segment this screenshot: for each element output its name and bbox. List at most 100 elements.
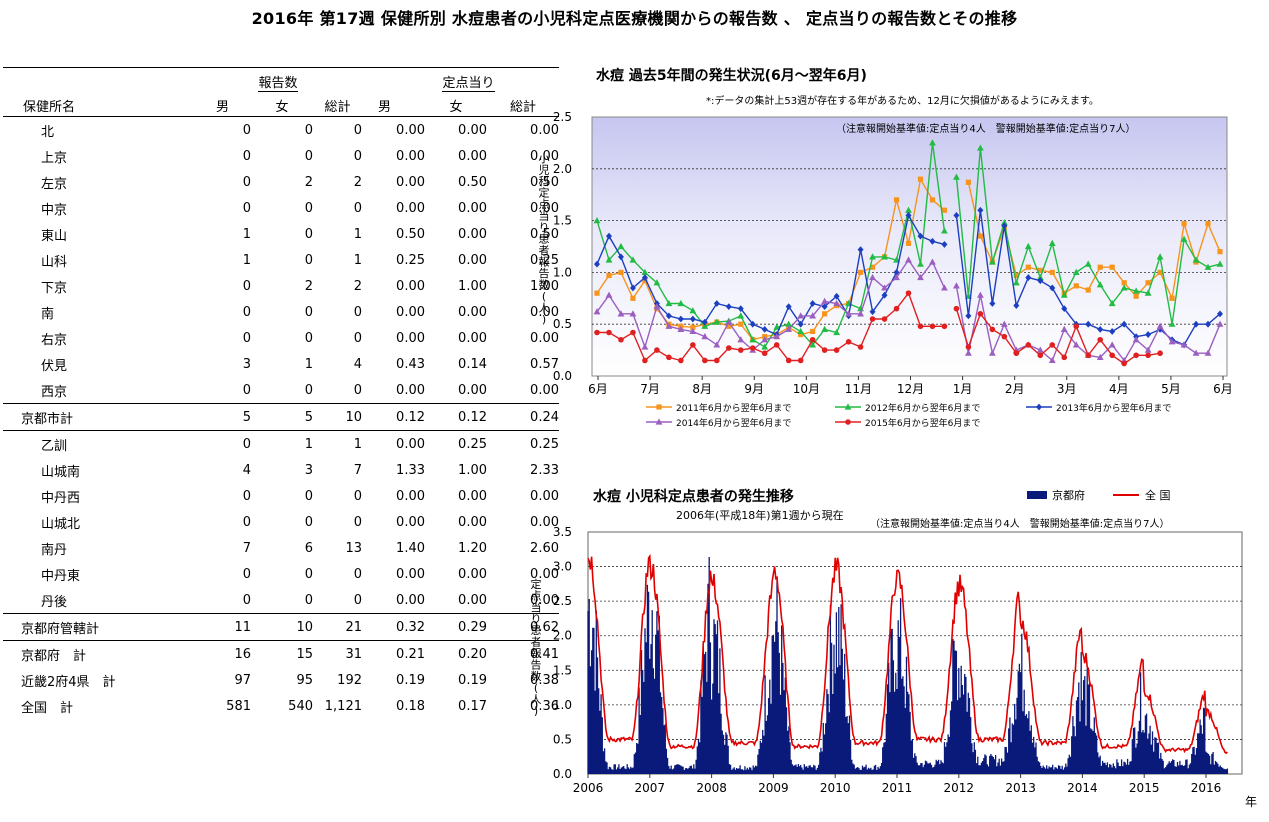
row-name: 山科 <box>41 254 68 270</box>
data-point <box>761 325 768 333</box>
data-point <box>1085 287 1091 293</box>
data-point <box>785 303 792 310</box>
national-line-series <box>587 553 1228 755</box>
data-point <box>833 347 840 353</box>
data-point <box>893 273 900 281</box>
cell-per-site-female: 0.00 <box>458 382 487 398</box>
table-row: 下京 0 2 2 0.00 1.00 1.00 <box>3 273 559 299</box>
data-point <box>1060 325 1068 332</box>
cell-per-site-male: 0.00 <box>396 200 425 216</box>
data-point <box>797 320 804 328</box>
data-point <box>809 312 817 319</box>
data-point <box>737 312 745 319</box>
data-point <box>689 327 697 335</box>
cell-per-site-female: 0.14 <box>458 356 487 372</box>
data-point <box>1169 295 1175 301</box>
x-year-label: 2006 <box>573 781 604 795</box>
cell-per-site-male: 0.00 <box>396 566 425 582</box>
data-point <box>1061 354 1068 361</box>
table-row: 山城北 0 0 0 0.00 0.00 0.00 <box>3 509 559 535</box>
data-point <box>785 325 793 332</box>
row-name: 近畿2府4県 計 <box>21 674 116 690</box>
data-point <box>665 312 672 320</box>
data-point <box>749 345 756 351</box>
row-name: 乙訓 <box>41 438 68 454</box>
cell-per-site-male: 0.00 <box>396 382 425 398</box>
cell-per-site-female: 0.25 <box>458 436 487 452</box>
cell-male: 0 <box>242 488 251 504</box>
cell-male: 7 <box>242 540 251 556</box>
table-row: 上京 0 0 0 0.00 0.00 0.00 <box>3 143 559 169</box>
data-point <box>869 273 876 281</box>
data-point <box>606 329 612 336</box>
cell-per-site-female: 0.00 <box>458 566 487 582</box>
cell-total: 7 <box>353 462 362 478</box>
data-point <box>1025 274 1032 281</box>
data-point <box>893 305 900 312</box>
report-table-body: 報告数 定点当り 保健所名 男 女 総計 男 女 総計 北 0 0 0 0.00 0.00… <box>3 67 559 720</box>
cell-male: 0 <box>242 566 251 582</box>
x-month-label: 11月 <box>845 382 872 396</box>
data-point <box>1049 342 1056 348</box>
data-point <box>953 212 960 219</box>
data-point <box>1180 235 1188 242</box>
data-point <box>977 311 984 317</box>
cell-per-site-male: 0.00 <box>396 436 425 452</box>
cell-per-site-female: 0.12 <box>425 403 487 431</box>
data-point <box>881 316 888 322</box>
row-name: 東山 <box>41 228 68 244</box>
y-tick-label: 2.0 <box>553 162 572 176</box>
data-point <box>988 258 996 265</box>
legend-marker <box>845 419 851 425</box>
data-point <box>1025 342 1032 348</box>
data-point <box>1001 333 1008 340</box>
row-name: 山城南 <box>41 464 81 480</box>
y-tick-label: 3.5 <box>553 525 572 539</box>
x-month-label: 4月 <box>1109 382 1129 396</box>
data-point <box>869 308 876 316</box>
row-name: 左京 <box>41 176 68 192</box>
table-row: 北 0 0 0 0.00 0.00 0.00 <box>3 117 559 144</box>
data-point <box>642 357 648 364</box>
data-point <box>1013 272 1019 279</box>
cell-per-site-female: 0.50 <box>458 174 487 190</box>
data-point <box>1144 346 1152 353</box>
data-point <box>905 206 912 213</box>
row-name: 北 <box>41 124 55 140</box>
cell-total: 0 <box>353 566 362 582</box>
row-name: 西京 <box>41 384 68 400</box>
data-point <box>713 318 721 325</box>
series-4 <box>594 290 1163 367</box>
data-point <box>1192 349 1200 356</box>
data-point <box>678 357 684 364</box>
table-column-header-row: 保健所名 男 女 総計 男 女 総計 <box>3 94 559 117</box>
x-year-label: 2015 <box>1129 781 1160 795</box>
data-point <box>845 310 852 317</box>
data-point <box>797 327 805 335</box>
legend-marker <box>844 403 852 410</box>
data-point <box>689 315 696 323</box>
data-point <box>809 341 817 348</box>
cell-male: 0 <box>242 174 251 190</box>
cell-per-site-male: 0.12 <box>378 403 425 431</box>
cell-female: 95 <box>296 672 313 688</box>
row-name: 中丹東 <box>41 568 81 584</box>
cell-per-site-male: 0.50 <box>396 226 425 242</box>
data-point <box>1024 242 1032 250</box>
col-header-female: 女 <box>251 94 313 117</box>
cell-per-site-female: 0.00 <box>458 200 487 216</box>
data-point <box>941 284 948 291</box>
data-point <box>1157 269 1163 275</box>
data-point <box>1216 260 1224 267</box>
table-row: 近畿2府4県 計 97 95 192 0.19 0.19 0.38 <box>3 667 559 693</box>
y-tick-label: 1.0 <box>553 265 572 279</box>
cell-per-site-female: 1.00 <box>458 278 487 294</box>
cell-male: 0 <box>242 514 251 530</box>
table-group-header-row: 報告数 定点当り <box>3 67 559 94</box>
data-point <box>725 303 732 310</box>
data-point <box>641 274 648 281</box>
x-year-label: 2016 <box>1191 781 1222 795</box>
legend-label: 2013年6月から翌年6月まで <box>1056 402 1171 414</box>
data-point <box>1193 320 1200 328</box>
data-point <box>629 284 636 292</box>
